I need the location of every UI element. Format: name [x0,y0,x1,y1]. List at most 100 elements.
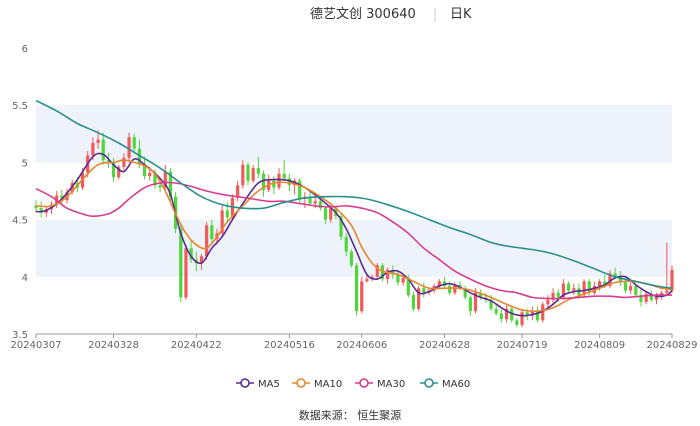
candle-body [339,216,343,237]
legend-marker [240,378,250,388]
candle-body [148,172,152,177]
candle-body [499,313,503,320]
candle-up [520,308,524,328]
candle-body [272,180,276,188]
candle-body [639,295,643,302]
candle-down [380,263,385,282]
legend-label: MA10 [314,379,342,390]
candle-down [101,132,105,165]
candle-up [236,180,240,202]
candle-body [349,251,354,266]
candle-down [60,189,64,205]
candle-body [561,283,566,298]
candle-down [282,160,286,181]
candle-down [189,240,193,264]
candle-up [303,192,307,209]
candle-up [629,282,633,294]
candle-down [210,219,214,245]
candle-body [199,256,204,264]
legend-label: MA5 [258,379,280,390]
candle-down [422,282,426,298]
candle-body [546,299,550,305]
y-tick-label: 6 [22,44,28,55]
candle-up [184,244,188,300]
legend-item-ma5: MA5 [236,378,280,390]
candle-up [127,132,131,163]
candle-up [205,221,209,260]
candle-body [598,281,602,286]
candle-body [179,228,183,298]
legend-label: MA30 [377,379,405,390]
candle-up [360,276,364,314]
candle-down [246,162,250,186]
candle-body [530,311,534,316]
candle-body [510,308,514,321]
candle-body [406,277,410,296]
stock-name-code: 德艺文创 300640 [310,7,416,22]
x-tick-label: 20240328 [88,340,139,351]
candle-down [634,283,638,298]
candle-up [199,253,204,270]
candle-body [448,285,452,293]
candle-body [665,290,669,293]
ma10-line [35,159,673,313]
candle-up [504,305,509,323]
candle-body [246,164,250,181]
candle-body [453,284,457,293]
candle-down [649,290,653,302]
candle-body [298,180,302,200]
candle-body [634,285,638,296]
candle-up [546,295,550,309]
candle-up [644,290,648,305]
candle-up [670,265,674,293]
grid-band [36,219,672,277]
candle-down [142,156,147,180]
x-tick-label: 20240628 [419,340,470,351]
candle-body [256,168,260,174]
period-label: 日K [450,7,472,22]
candle-body [386,269,390,280]
x-tick-label: 20240307 [11,340,62,351]
candle-body [354,265,359,312]
candle-body [473,292,478,312]
candle-down [639,288,643,307]
legend-label: MA60 [442,379,470,390]
candle-body [587,281,591,293]
candle-body [572,288,576,291]
x-tick-label: 20240829 [647,340,698,351]
candle-down [510,306,514,323]
candle-body [401,277,405,283]
candle-body [375,265,379,277]
candle-body [122,157,126,167]
candle-up [122,153,126,171]
candle-body [556,292,560,298]
candle-up [375,263,379,280]
candle-body [654,295,659,300]
candle-body [308,196,312,204]
candle-body [551,292,555,300]
candle-body [158,185,162,188]
background-bands [36,105,672,277]
candle-up [292,178,297,195]
ma60-line [35,99,673,289]
candle-body [422,288,426,293]
candle-body [318,201,322,209]
legend: MA5 MA10 MA30 MA60 [236,378,470,390]
candle-body [644,293,648,302]
candle-up [417,285,421,312]
candle-body [189,248,193,260]
candle-body [468,297,472,312]
candle-body [101,139,105,161]
candle-down [442,276,447,289]
candle-body [608,273,612,286]
candle-body [205,225,209,257]
candle-body [360,281,364,312]
candle-up [608,269,612,289]
legend-item-ma60: MA60 [420,378,470,390]
candle-body [34,205,38,209]
candle-body [660,292,664,296]
candle-up [386,267,390,284]
candle-up [572,283,576,296]
candle-down [256,156,260,179]
